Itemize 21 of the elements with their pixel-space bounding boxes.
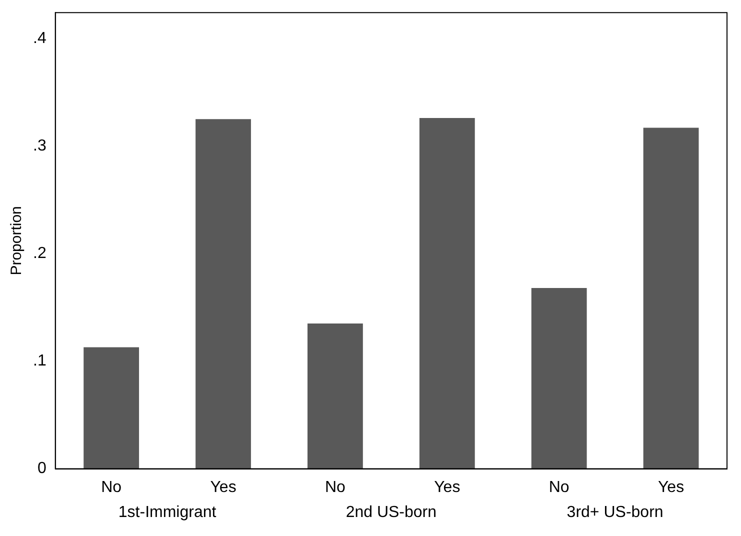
x-tick-label: Yes: [434, 478, 460, 496]
y-tick-label: .3: [33, 137, 46, 154]
x-tick-label: Yes: [210, 478, 236, 496]
bar: [531, 288, 587, 469]
bar: [643, 128, 699, 469]
y-tick-label: 0: [37, 460, 46, 478]
y-tick-label: .1: [33, 352, 46, 370]
bar: [307, 324, 363, 469]
y-tick-label: .4: [33, 30, 46, 47]
text: 1st-Immigrant: [118, 504, 217, 522]
y-axis-title: Proportion: [8, 206, 26, 276]
text: 3rd+ US-born: [566, 504, 664, 522]
bar: [419, 118, 475, 469]
x-tick-label: No: [324, 478, 346, 496]
bar: [196, 119, 251, 469]
x-tick-label: No: [548, 478, 570, 496]
x-tick-label: No: [101, 478, 122, 496]
bar: [84, 347, 140, 469]
text: 2nd US-born: [346, 504, 437, 522]
y-tick-label: .2: [33, 245, 46, 262]
x-tick-label: Yes: [658, 478, 684, 496]
